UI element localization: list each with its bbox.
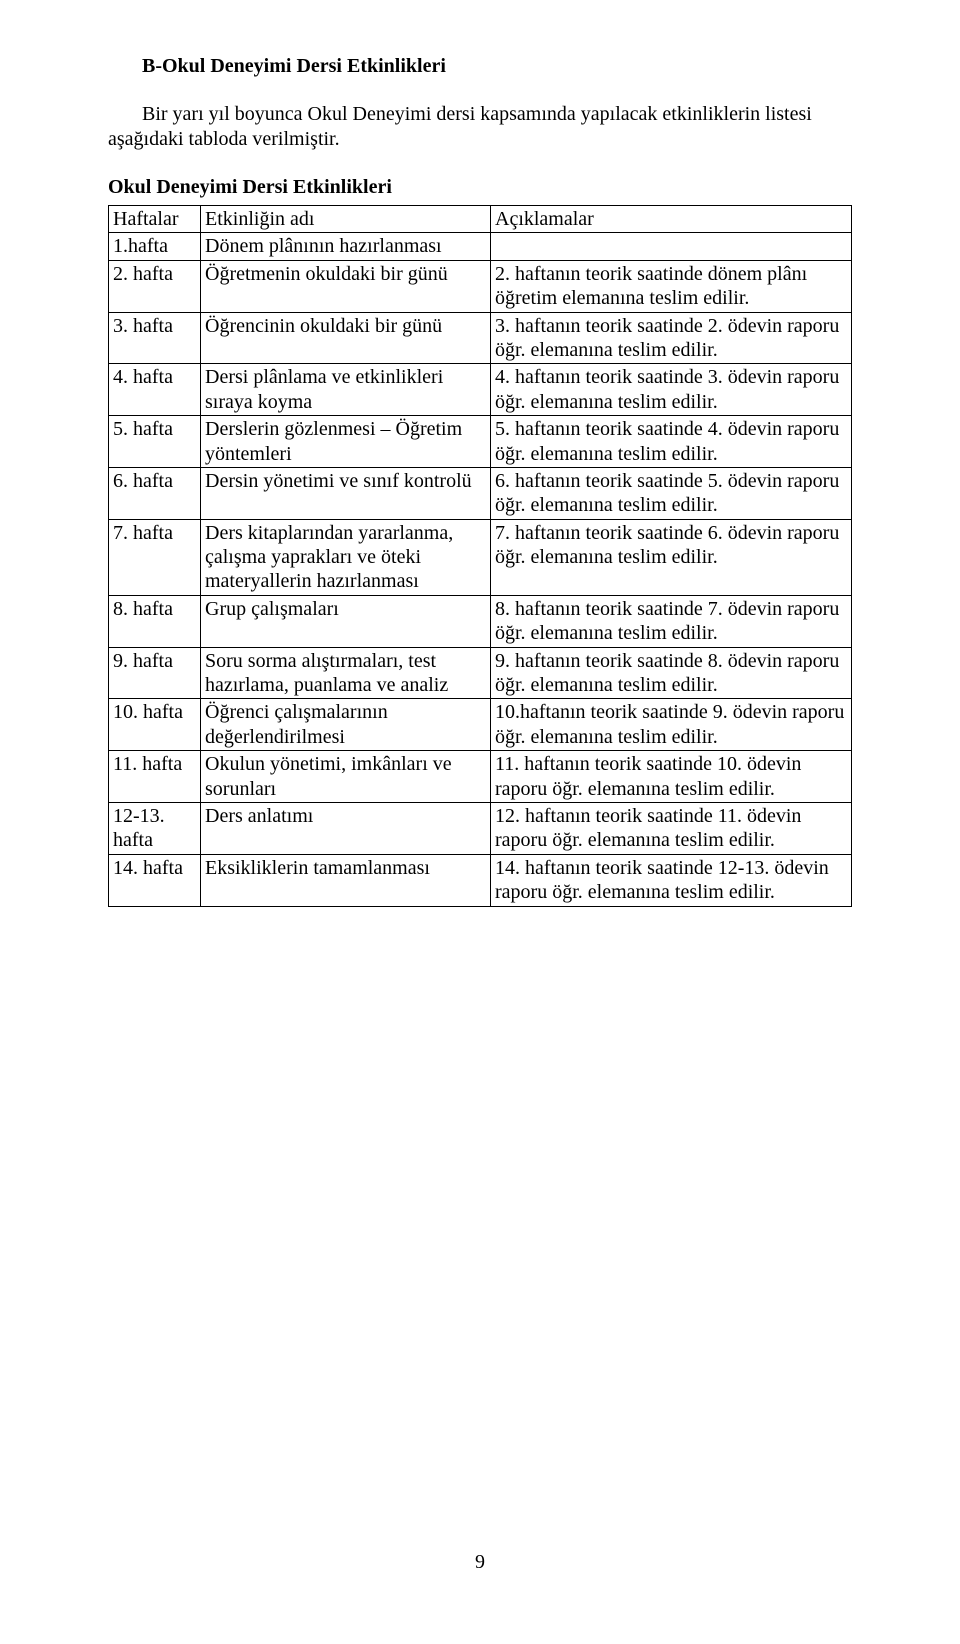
cell-note: 11. haftanın teorik saatinde 10. ödevin … bbox=[491, 751, 852, 803]
intro-paragraph: Bir yarı yıl boyunca Okul Deneyimi dersi… bbox=[108, 102, 852, 152]
cell-activity: Ders anlatımı bbox=[201, 802, 491, 854]
cell-week: 3. hafta bbox=[109, 312, 201, 364]
cell-week: 10. hafta bbox=[109, 699, 201, 751]
cell-activity: Soru sorma alıştırmaları, test hazırlama… bbox=[201, 647, 491, 699]
cell-week: 9. hafta bbox=[109, 647, 201, 699]
cell-week: 4. hafta bbox=[109, 364, 201, 416]
cell-note: 8. haftanın teorik saatinde 7. ödevin ra… bbox=[491, 595, 852, 647]
table-title: Okul Deneyimi Dersi Etkinlikleri bbox=[108, 176, 852, 199]
section-title: B-Okul Deneyimi Dersi Etkinlikleri bbox=[142, 55, 852, 78]
table-row: 7. hafta Ders kitaplarından yararlanma, … bbox=[109, 519, 852, 595]
cell-note bbox=[491, 233, 852, 260]
cell-note: 12. haftanın teorik saatinde 11. ödevin … bbox=[491, 802, 852, 854]
table-row: 11. hafta Okulun yönetimi, imkânları ve … bbox=[109, 751, 852, 803]
cell-note: 10.haftanın teorik saatinde 9. ödevin ra… bbox=[491, 699, 852, 751]
table-row: 10. hafta Öğrenci çalışmalarının değerle… bbox=[109, 699, 852, 751]
table-header-row: Haftalar Etkinliğin adı Açıklamalar bbox=[109, 206, 852, 233]
header-activity: Etkinliğin adı bbox=[201, 206, 491, 233]
cell-note: 9. haftanın teorik saatinde 8. ödevin ra… bbox=[491, 647, 852, 699]
cell-note: 5. haftanın teorik saatinde 4. ödevin ra… bbox=[491, 416, 852, 468]
page-number: 9 bbox=[0, 1551, 960, 1574]
cell-note: 4. haftanın teorik saatinde 3. ödevin ra… bbox=[491, 364, 852, 416]
activities-table: Haftalar Etkinliğin adı Açıklamalar 1.ha… bbox=[108, 205, 852, 907]
cell-activity: Ders kitaplarından yararlanma, çalışma y… bbox=[201, 519, 491, 595]
cell-activity: Dersin yönetimi ve sınıf kontrolü bbox=[201, 467, 491, 519]
cell-week: 14. hafta bbox=[109, 854, 201, 906]
cell-note: 2. haftanın teorik saatinde dönem plânı … bbox=[491, 260, 852, 312]
table-row: 9. hafta Soru sorma alıştırmaları, test … bbox=[109, 647, 852, 699]
cell-activity: Okulun yönetimi, imkânları ve sorunları bbox=[201, 751, 491, 803]
cell-week: 6. hafta bbox=[109, 467, 201, 519]
cell-note: 6. haftanın teorik saatinde 5. ödevin ra… bbox=[491, 467, 852, 519]
cell-note: 7. haftanın teorik saatinde 6. ödevin ra… bbox=[491, 519, 852, 595]
cell-activity: Dönem plânının hazırlanması bbox=[201, 233, 491, 260]
cell-activity: Grup çalışmaları bbox=[201, 595, 491, 647]
header-weeks: Haftalar bbox=[109, 206, 201, 233]
cell-activity: Dersi plânlama ve etkinlikleri sıraya ko… bbox=[201, 364, 491, 416]
table-row: 12-13. hafta Ders anlatımı 12. haftanın … bbox=[109, 802, 852, 854]
cell-activity: Derslerin gözlenmesi – Öğretim yöntemler… bbox=[201, 416, 491, 468]
header-notes: Açıklamalar bbox=[491, 206, 852, 233]
cell-activity: Öğrenci çalışmalarının değerlendirilmesi bbox=[201, 699, 491, 751]
cell-activity: Öğrencinin okuldaki bir günü bbox=[201, 312, 491, 364]
cell-note: 3. haftanın teorik saatinde 2. ödevin ra… bbox=[491, 312, 852, 364]
table-row: 6. hafta Dersin yönetimi ve sınıf kontro… bbox=[109, 467, 852, 519]
cell-week: 1.hafta bbox=[109, 233, 201, 260]
table-row: 5. hafta Derslerin gözlenmesi – Öğretim … bbox=[109, 416, 852, 468]
cell-week: 7. hafta bbox=[109, 519, 201, 595]
cell-note: 14. haftanın teorik saatinde 12-13. ödev… bbox=[491, 854, 852, 906]
cell-week: 2. hafta bbox=[109, 260, 201, 312]
table-row: 2. hafta Öğretmenin okuldaki bir günü 2.… bbox=[109, 260, 852, 312]
table-row: 4. hafta Dersi plânlama ve etkinlikleri … bbox=[109, 364, 852, 416]
cell-week: 8. hafta bbox=[109, 595, 201, 647]
table-row: 3. hafta Öğrencinin okuldaki bir günü 3.… bbox=[109, 312, 852, 364]
page-container: B-Okul Deneyimi Dersi Etkinlikleri Bir y… bbox=[0, 0, 960, 1644]
cell-week: 12-13. hafta bbox=[109, 802, 201, 854]
cell-activity: Öğretmenin okuldaki bir günü bbox=[201, 260, 491, 312]
cell-activity: Eksikliklerin tamamlanması bbox=[201, 854, 491, 906]
cell-week: 11. hafta bbox=[109, 751, 201, 803]
cell-week: 5. hafta bbox=[109, 416, 201, 468]
table-row: 8. hafta Grup çalışmaları 8. haftanın te… bbox=[109, 595, 852, 647]
table-row: 14. hafta Eksikliklerin tamamlanması 14.… bbox=[109, 854, 852, 906]
table-row: 1.hafta Dönem plânının hazırlanması bbox=[109, 233, 852, 260]
